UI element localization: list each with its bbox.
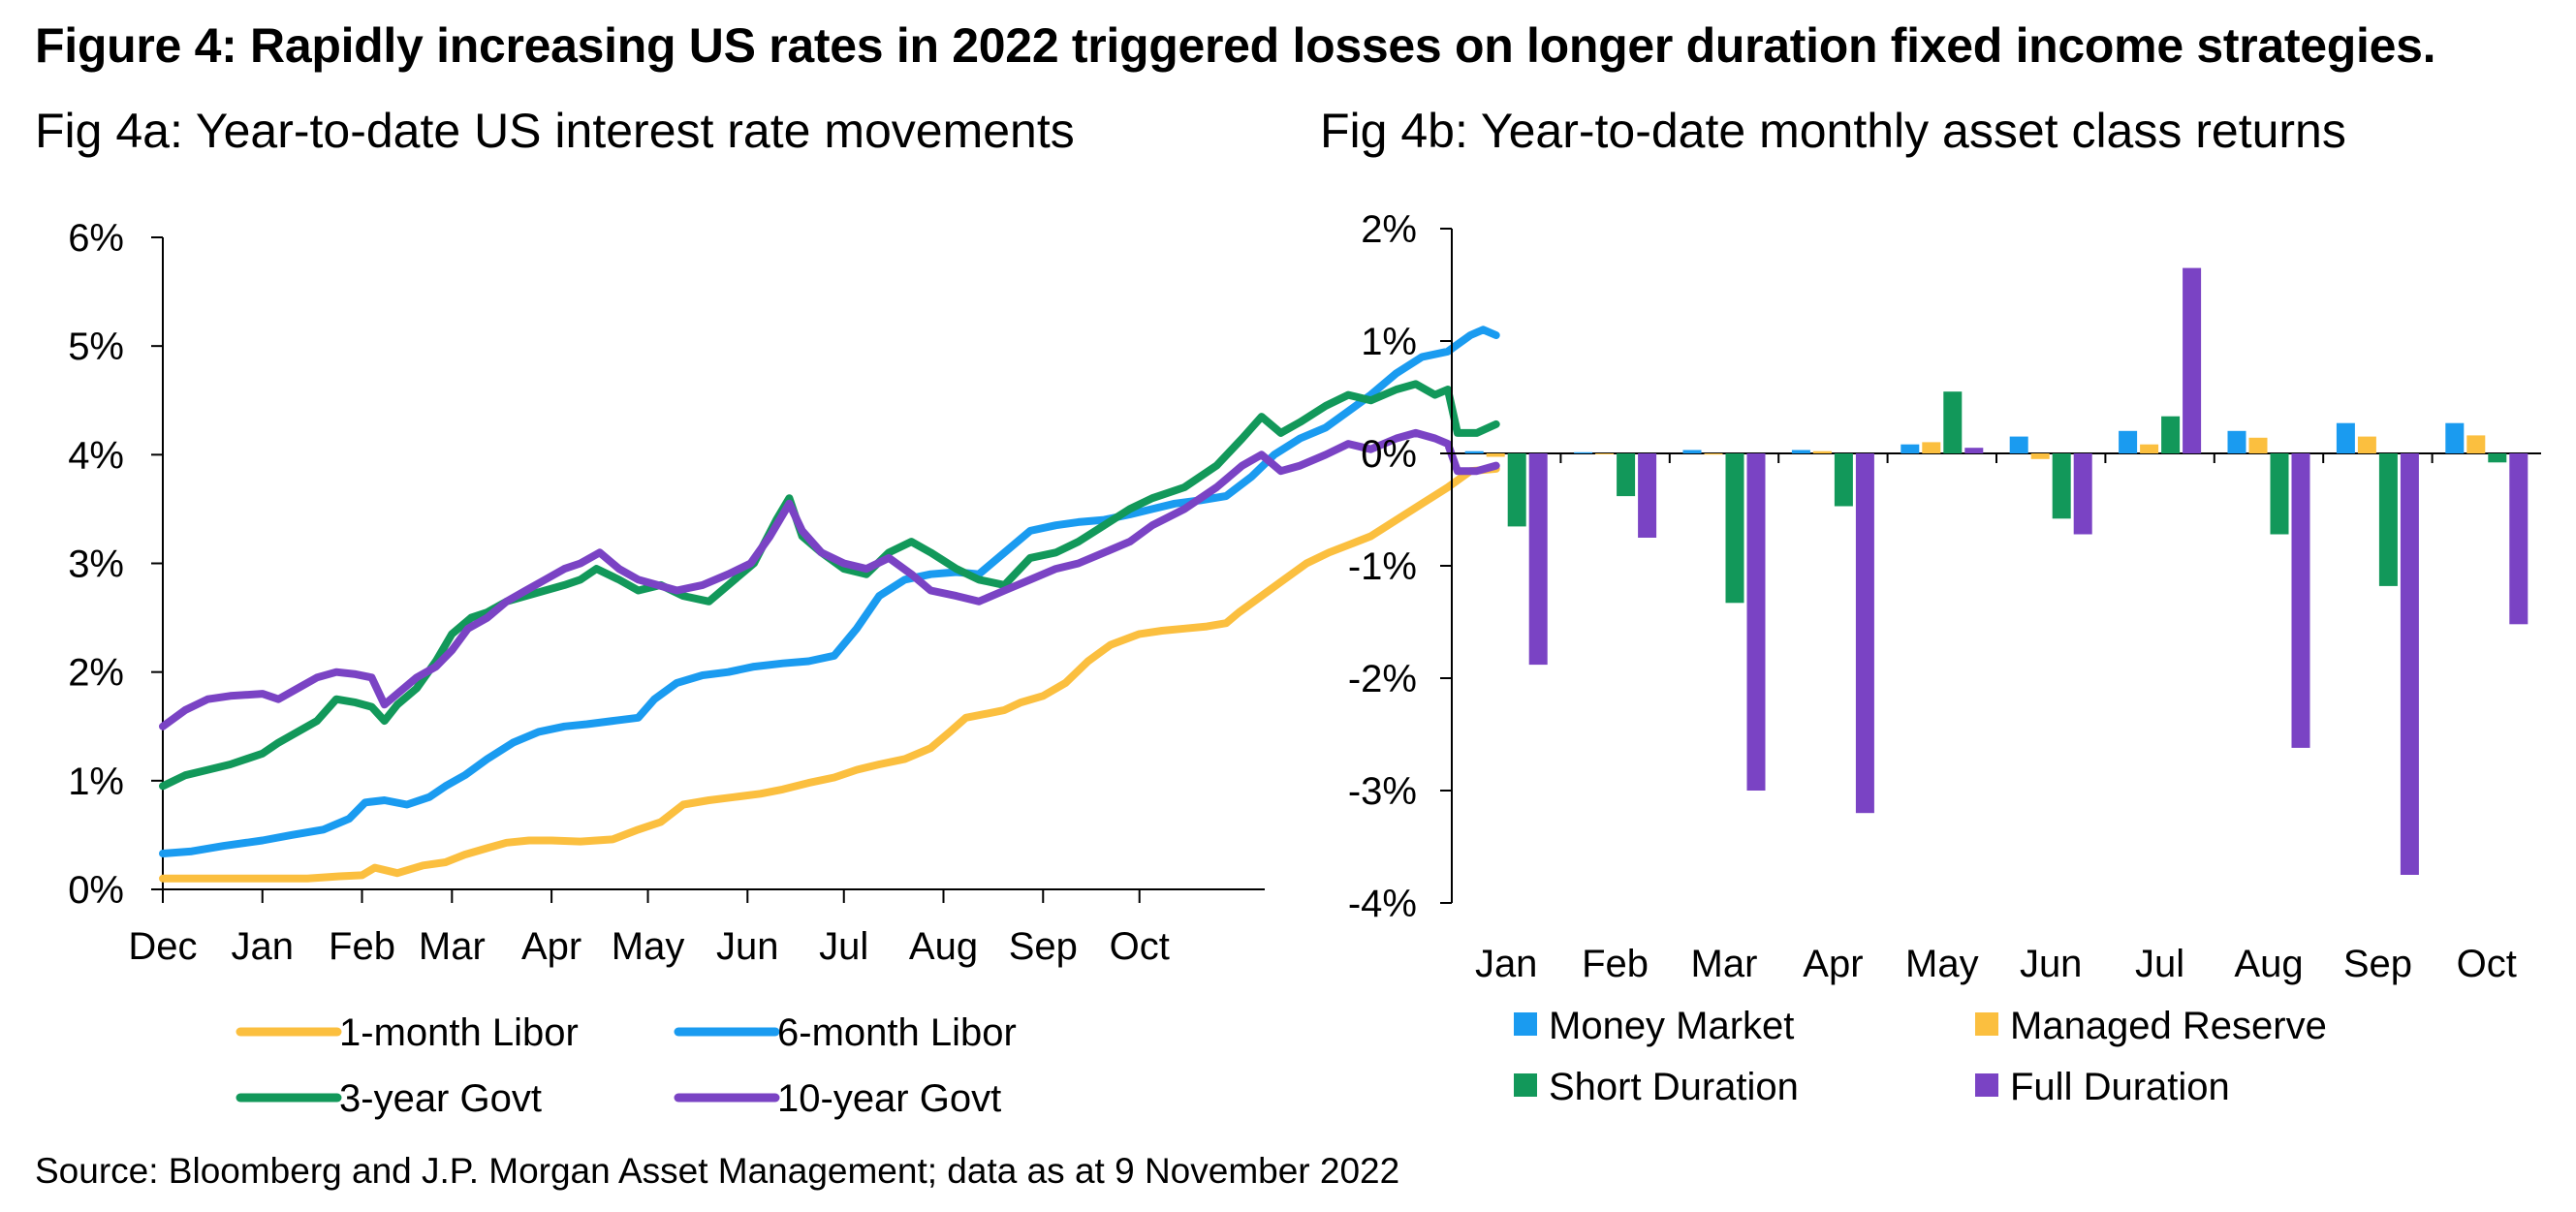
y-tick-label: 5% (68, 326, 124, 368)
bar-short-duration-oct (2488, 453, 2507, 463)
x-tick-label: Oct (2457, 943, 2517, 985)
x-tick-label: Oct (1110, 925, 1170, 968)
x-tick-label: Aug (2234, 943, 2303, 985)
bar-managed-reserve-jun (2030, 453, 2050, 459)
bar-managed-reserve-sep (2357, 436, 2376, 453)
source-note: Source: Bloomberg and J.P. Morgan Asset … (35, 1151, 1400, 1191)
legend-swatch-short-duration (1514, 1073, 1537, 1097)
x-tick-label: Feb (329, 925, 395, 968)
x-tick-label: Mar (419, 925, 486, 968)
bar-managed-reserve-jan (1486, 453, 1505, 457)
y-tick-label: 6% (68, 217, 124, 260)
bar-short-duration-mar (1725, 453, 1744, 604)
y-tick-label: -3% (1348, 770, 1417, 813)
bar-managed-reserve-oct (2466, 435, 2486, 453)
x-tick-label: Jul (2135, 943, 2184, 985)
legend-swatch-full-duration (1975, 1073, 1998, 1097)
x-tick-label: Dec (128, 925, 197, 968)
y-tick-label: 2% (1361, 208, 1417, 251)
bar-full-duration-apr (1855, 453, 1874, 814)
bar-full-duration-oct (2509, 453, 2529, 625)
bar-money-market-oct (2445, 422, 2465, 453)
bar-money-market-mar (1682, 450, 1702, 453)
bar-short-duration-sep (2378, 453, 2398, 586)
series-line-3-year-govt (159, 380, 1500, 791)
y-tick-label: 2% (68, 652, 124, 695)
x-tick-label: Aug (909, 925, 978, 968)
y-tick-label: -2% (1348, 658, 1417, 700)
series-line-1-month-libor (159, 464, 1500, 883)
bar-short-duration-aug (2270, 453, 2289, 535)
series-line-10-year-govt (159, 428, 1500, 730)
legend-label-10-year-govt: 10-year Govt (777, 1077, 1001, 1120)
bar-full-duration-feb (1638, 453, 1657, 538)
y-tick-label: 4% (68, 434, 124, 477)
chart-a-title: Fig 4a: Year-to-date US interest rate mo… (35, 104, 1075, 158)
bar-full-duration-jul (2183, 267, 2202, 453)
bar-money-market-aug (2227, 430, 2246, 453)
x-tick-label: Mar (1691, 943, 1758, 985)
bar-short-duration-jun (2052, 453, 2071, 519)
bar-managed-reserve-feb (1595, 453, 1615, 454)
y-tick-label: 1% (68, 761, 124, 803)
bar-money-market-jun (2009, 436, 2028, 453)
bar-full-duration-mar (1746, 453, 1766, 791)
bar-managed-reserve-may (1922, 442, 1941, 453)
x-tick-label: Jun (2020, 943, 2083, 985)
chart-b-title: Fig 4b: Year-to-date monthly asset class… (1320, 104, 2346, 158)
y-tick-label: 0% (1361, 433, 1417, 476)
y-tick-label: -4% (1348, 883, 1417, 925)
bar-short-duration-apr (1834, 453, 1853, 507)
legend-label-full-duration: Full Duration (2010, 1066, 2230, 1108)
y-tick-label: 3% (68, 544, 124, 586)
bar-short-duration-may (1943, 391, 1963, 453)
legend-swatch-managed-reserve (1975, 1012, 1998, 1036)
legend-swatch-money-market (1514, 1012, 1537, 1036)
x-tick-label: Feb (1582, 943, 1649, 985)
bar-full-duration-jun (2073, 453, 2092, 535)
bar-money-market-jul (2119, 430, 2138, 453)
legend-label-6-month-libor: 6-month Libor (777, 1011, 1017, 1054)
figure-title: Figure 4: Rapidly increasing US rates in… (35, 18, 2436, 73)
bar-money-market-may (1901, 444, 1920, 453)
y-tick-label: 0% (68, 869, 124, 912)
legend-label-3-year-govt: 3-year Govt (339, 1077, 542, 1120)
legend-label-1-month-libor: 1-month Libor (339, 1011, 579, 1054)
bar-money-market-jan (1464, 451, 1484, 453)
x-tick-label: May (612, 925, 685, 968)
bar-full-duration-sep (2400, 453, 2419, 875)
x-tick-label: Jun (716, 925, 779, 968)
bar-managed-reserve-apr (1812, 451, 1832, 453)
y-tick-label: 1% (1361, 321, 1417, 363)
legend-label-short-duration: Short Duration (1549, 1066, 1799, 1108)
bar-short-duration-jan (1507, 453, 1526, 527)
bar-money-market-feb (1574, 451, 1593, 453)
x-tick-label: Jan (1475, 943, 1538, 985)
bar-full-duration-jan (1528, 453, 1548, 666)
bar-money-market-apr (1791, 450, 1810, 453)
bar-managed-reserve-aug (2248, 437, 2268, 453)
y-tick-label: -1% (1348, 545, 1417, 588)
x-tick-label: Jul (819, 925, 868, 968)
bar-short-duration-jul (2161, 416, 2181, 453)
legend-label-money-market: Money Market (1549, 1005, 1794, 1047)
bar-money-market-sep (2336, 422, 2355, 453)
x-tick-label: Apr (521, 925, 581, 968)
x-tick-label: Sep (2343, 943, 2412, 985)
bar-managed-reserve-mar (1704, 453, 1723, 455)
series-line-6-month-libor (159, 326, 1500, 857)
x-tick-label: Sep (1009, 925, 1078, 968)
x-tick-label: May (1905, 943, 1979, 985)
bar-managed-reserve-jul (2140, 444, 2159, 453)
legend-label-managed-reserve: Managed Reserve (2010, 1005, 2327, 1047)
bar-full-duration-may (1964, 448, 1984, 453)
bar-full-duration-aug (2291, 453, 2310, 748)
bar-short-duration-feb (1617, 453, 1636, 497)
x-tick-label: Jan (232, 925, 295, 968)
bar-chart-returns: 2% 1% 0% -1% -2% -3% -4% Jan Feb Mar Apr May Jun Jul A… (1348, 208, 2541, 1108)
x-tick-label: Apr (1803, 943, 1863, 985)
line-chart-rates: 0% 1% 2% 3% 4% 5% 6% Dec Jan Feb Mar Apr May Jun Jul Au… (68, 217, 1500, 1120)
